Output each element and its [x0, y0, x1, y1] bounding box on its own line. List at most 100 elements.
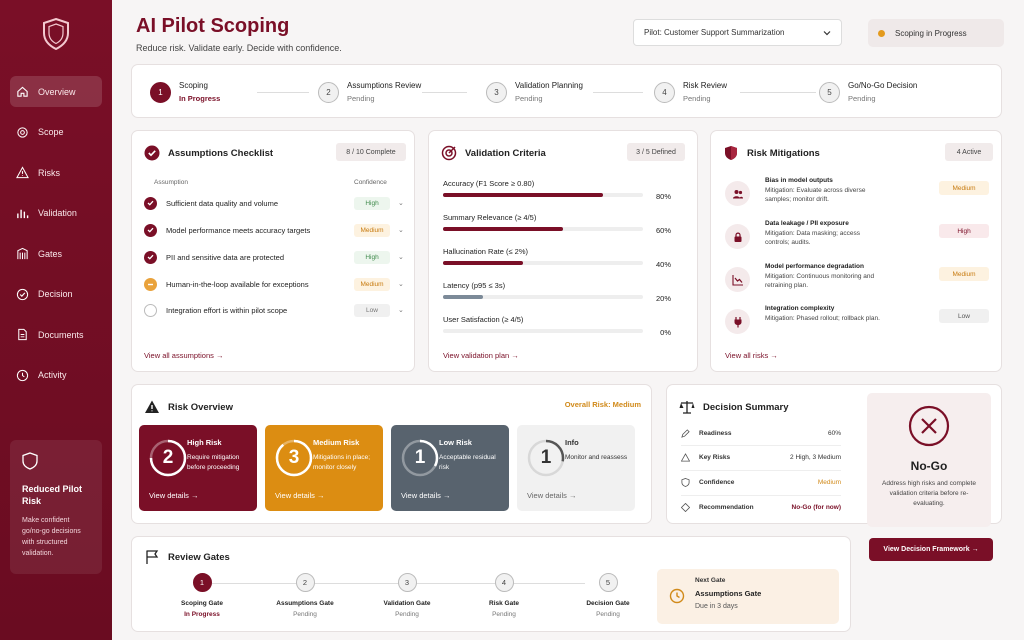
card-title-text: Validation Criteria	[465, 147, 546, 159]
card-title-text: Risk Overview	[168, 401, 233, 413]
column-header-assumption: Assumption	[154, 179, 188, 186]
step-assumptions-review[interactable]: 2 Assumptions Review Pending	[318, 81, 421, 103]
page-subtitle: Reduce risk. Validate early. Decide with…	[136, 43, 342, 53]
gate-assumptions[interactable]: 2 Assumptions Gate Pending	[260, 573, 350, 618]
card-title-text: Risk Mitigations	[747, 147, 820, 159]
view-details-link[interactable]: View details →	[527, 491, 577, 500]
gate-risk[interactable]: 4 Risk Gate Pending	[459, 573, 549, 618]
risk-tile-medium[interactable]: 3 Medium Risk Mitigations in place; moni…	[265, 425, 383, 511]
sidebar-item-documents[interactable]: Documents	[10, 319, 102, 350]
sidebar-item-label: Validation	[38, 208, 77, 218]
sidebar-nav: Overview Scope Risks Validation Gates De…	[10, 76, 102, 400]
severity-badge: Low	[939, 309, 989, 323]
decision-label: Readiness	[699, 429, 732, 437]
view-all-risks-link[interactable]: View all risks →	[725, 351, 778, 360]
sidebar-item-validation[interactable]: Validation	[10, 198, 102, 229]
step-connector	[740, 92, 816, 93]
diamond-icon	[681, 502, 690, 512]
mitigations-count-badge: 4 Active	[945, 143, 993, 161]
divider	[681, 445, 841, 446]
step-validation-planning[interactable]: 3 Validation Planning Pending	[486, 81, 583, 103]
step-name: Validation Planning	[515, 81, 583, 90]
sidebar-item-activity[interactable]: Activity	[10, 360, 102, 391]
gate-status: Pending	[293, 611, 317, 618]
decision-row-recommendation: Recommendation No-Go (for now)	[681, 501, 841, 513]
divider	[681, 495, 841, 496]
confidence-badge: Medium	[354, 223, 390, 237]
card-title: Risk Mitigations	[723, 145, 820, 161]
risk-tile-high[interactable]: 2 High Risk Require mitigation before pr…	[139, 425, 257, 511]
shield-icon	[22, 452, 38, 470]
list-item[interactable]: Human-in-the-loop available for exceptio…	[144, 276, 406, 292]
progress-bar	[443, 227, 643, 231]
list-item[interactable]: Integration effort is within pilot scope…	[144, 302, 406, 318]
metric-label: User Satisfaction (≥ 4/5)	[443, 315, 524, 324]
check-circle-icon	[16, 288, 29, 300]
sidebar-item-label: Documents	[38, 329, 84, 340]
gate-scoping[interactable]: 1 Scoping Gate In Progress	[157, 573, 247, 618]
main-content: AI Pilot Scoping Reduce risk. Validate e…	[112, 0, 1024, 640]
sidebar-item-risks[interactable]: Risks	[10, 157, 102, 188]
metric-accuracy: Accuracy (F1 Score ≥ 0.80) 80%	[443, 179, 685, 201]
chevron-down-icon	[823, 30, 831, 35]
list-item[interactable]: Sufficient data quality and volume High …	[144, 195, 406, 211]
confidence-badge: High	[354, 196, 390, 210]
view-details-link[interactable]: View details →	[275, 491, 325, 500]
gate-name: Validation Gate	[383, 600, 431, 607]
lock-icon	[725, 224, 750, 249]
view-decision-framework-button[interactable]: View Decision Framework →	[869, 538, 993, 561]
next-gate-due: Due in 3 days	[695, 603, 738, 610]
mitigation-title: Model performance degradation	[765, 263, 864, 270]
gate-status: In Progress	[184, 611, 220, 618]
shield-icon	[725, 146, 737, 160]
gate-validation[interactable]: 3 Validation Gate Pending	[362, 573, 452, 618]
sidebar-item-scope[interactable]: Scope	[10, 117, 102, 148]
gate-status: Pending	[395, 611, 419, 618]
plug-icon	[725, 309, 750, 334]
risk-tile-description: Acceptable residual risk	[439, 454, 496, 471]
sidebar-item-overview[interactable]: Overview	[10, 76, 102, 107]
mitigation-description: Mitigation: Phased rollout; rollback pla…	[765, 315, 880, 322]
step-name: Risk Review	[683, 81, 728, 90]
ring-icon	[401, 439, 439, 477]
ring-icon	[275, 439, 313, 477]
pilot-select[interactable]: Pilot: Customer Support Summarization	[633, 19, 842, 46]
metric-value: 20%	[655, 294, 671, 303]
step-go-no-go-decision[interactable]: 5 Go/No-Go Decision Pending	[819, 81, 917, 103]
metric-user-satisfaction: User Satisfaction (≥ 4/5) 0%	[443, 315, 685, 337]
sidebar-item-gates[interactable]: Gates	[10, 238, 102, 269]
step-scoping[interactable]: 1 Scoping In Progress	[150, 81, 220, 103]
list-item[interactable]: PII and sensitive data are protected Hig…	[144, 249, 406, 265]
risk-tile-low[interactable]: 1 Low Risk Acceptable residual risk View…	[391, 425, 509, 511]
overall-risk-label: Overall Risk: Medium	[564, 400, 641, 409]
chevron-down-icon[interactable]: ⌄	[398, 281, 404, 288]
chevron-down-icon[interactable]: ⌄	[398, 200, 404, 207]
view-details-link[interactable]: View details →	[401, 491, 451, 500]
check-circle-icon	[144, 145, 160, 161]
chevron-down-icon[interactable]: ⌄	[398, 227, 404, 234]
step-risk-review[interactable]: 4 Risk Review Pending	[654, 81, 727, 103]
assumption-text: Integration effort is within pilot scope	[166, 305, 288, 315]
shield-logo-icon	[43, 18, 69, 50]
sidebar-item-decision[interactable]: Decision	[10, 279, 102, 310]
risk-tile-info[interactable]: 1 Info Monitor and reassess View details…	[517, 425, 635, 511]
assumption-text: Human-in-the-loop available for exceptio…	[166, 279, 309, 289]
list-item[interactable]: Model performance meets accuracy targets…	[144, 222, 406, 238]
decision-row-confidence: Confidence Medium	[681, 476, 841, 488]
confidence-badge: High	[354, 250, 390, 264]
verdict-panel: No-Go Address high risks and complete va…	[867, 393, 991, 527]
step-number: 2	[318, 81, 339, 103]
flag-icon	[146, 550, 159, 564]
sidebar-item-label: Activity	[38, 370, 67, 380]
view-validation-plan-link[interactable]: View validation plan →	[443, 351, 519, 360]
view-details-link[interactable]: View details →	[149, 491, 199, 500]
view-all-assumptions-link[interactable]: View all assumptions →	[144, 351, 224, 360]
decision-value: No-Go (for now)	[791, 503, 841, 511]
ring-icon	[527, 439, 565, 477]
chevron-down-icon[interactable]: ⌄	[398, 254, 404, 261]
validation-count-badge: 3 / 5 Defined	[627, 143, 685, 161]
gate-decision[interactable]: 5 Decision Gate Pending	[563, 573, 653, 618]
warning-icon	[16, 166, 29, 179]
chevron-down-icon[interactable]: ⌄	[398, 307, 404, 314]
progress-bar	[443, 329, 643, 333]
